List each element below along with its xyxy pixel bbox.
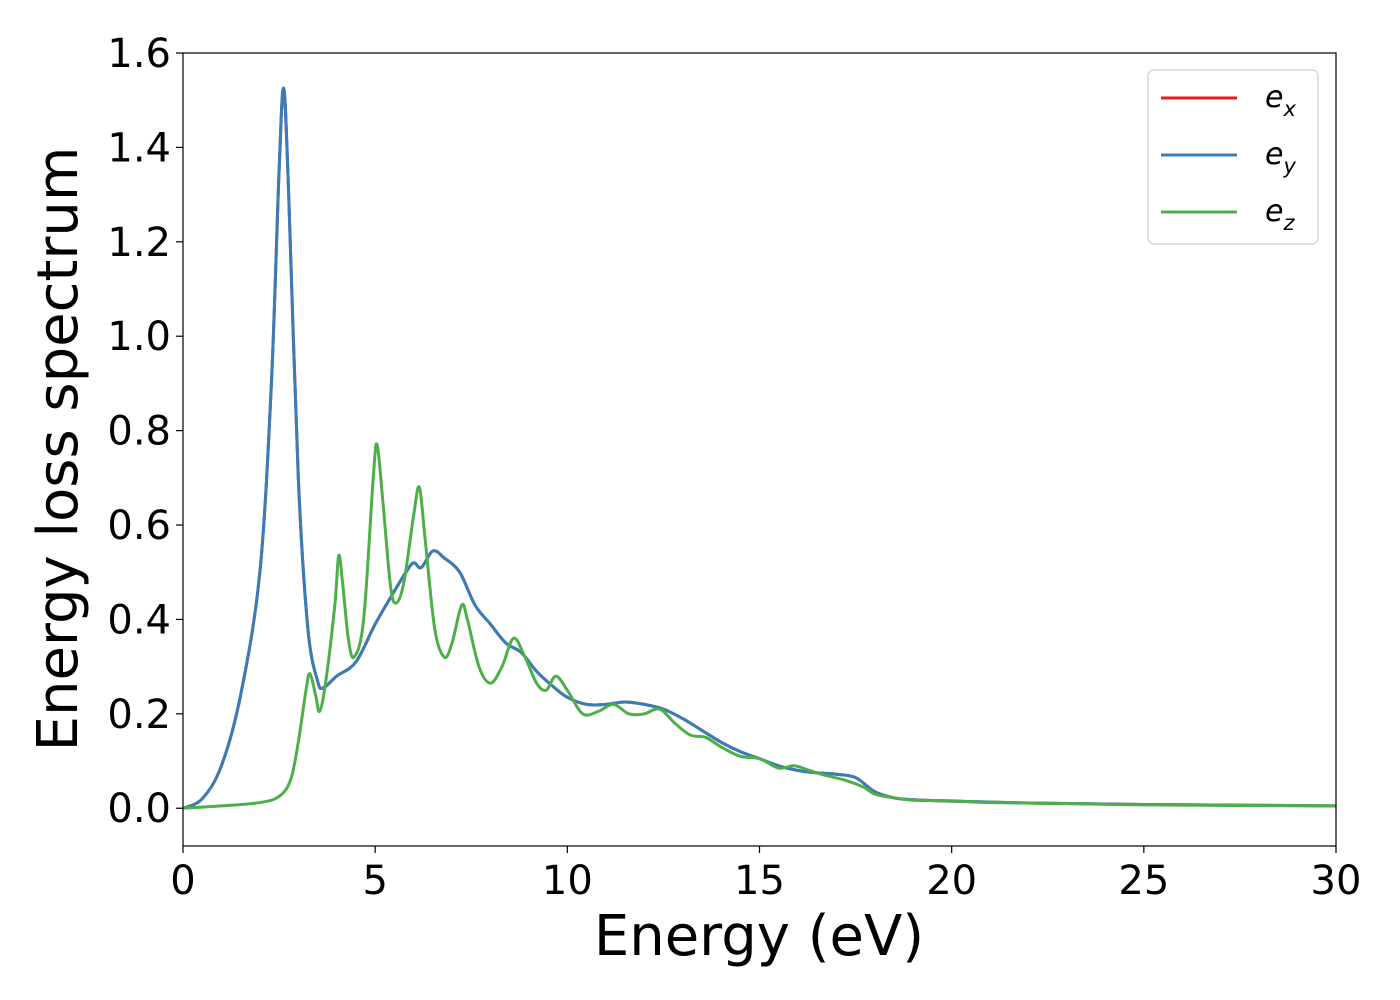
x-tick-label: 30 — [1311, 858, 1362, 904]
legend-label-e-z: ez — [1265, 194, 1295, 235]
x-tick-label: 20 — [926, 858, 977, 904]
x-tick-label: 0 — [170, 858, 195, 904]
series-layer — [183, 86, 1336, 810]
legend-label-subscript: z — [1282, 211, 1295, 235]
x-tick-label: 15 — [734, 858, 785, 904]
y-tick-label: 1.6 — [107, 31, 171, 77]
y-axis-title: Energy loss spectrum — [26, 147, 91, 752]
legend-label-base: e — [1265, 194, 1283, 229]
legend-label-base: e — [1265, 80, 1283, 115]
y-tick-label: 1.0 — [107, 314, 171, 360]
y-tick-label: 1.4 — [107, 125, 171, 171]
y-tick-label: 1.2 — [107, 220, 171, 266]
x-tick-label: 5 — [362, 858, 387, 904]
series-line-e-y — [183, 86, 1336, 810]
legend-label-e-y: ey — [1265, 137, 1296, 178]
y-tick-label: 0.8 — [107, 409, 171, 455]
legend-label-subscript: y — [1282, 154, 1296, 178]
x-tick-label: 10 — [542, 858, 593, 904]
x-axis: 0 5 10 15 20 25 30 — [170, 846, 1361, 904]
legend-label-e-x: ex — [1265, 80, 1296, 121]
y-tick-label: 0.4 — [107, 597, 171, 643]
series-line-e-z — [183, 442, 1336, 810]
legend-label-base: e — [1265, 137, 1283, 172]
legend-label-subscript: x — [1282, 97, 1296, 121]
x-axis-title: Energy (eV) — [594, 904, 924, 969]
legend-box — [1147, 69, 1319, 245]
y-axis: 0.0 0.2 0.4 0.6 0.8 1.0 1.2 1.4 1.6 — [107, 31, 183, 832]
y-tick-label: 0.0 — [107, 786, 171, 832]
y-tick-label: 0.2 — [107, 692, 171, 738]
y-tick-label: 0.6 — [107, 503, 171, 549]
x-tick-label: 25 — [1118, 858, 1169, 904]
plot-area — [182, 52, 1337, 847]
